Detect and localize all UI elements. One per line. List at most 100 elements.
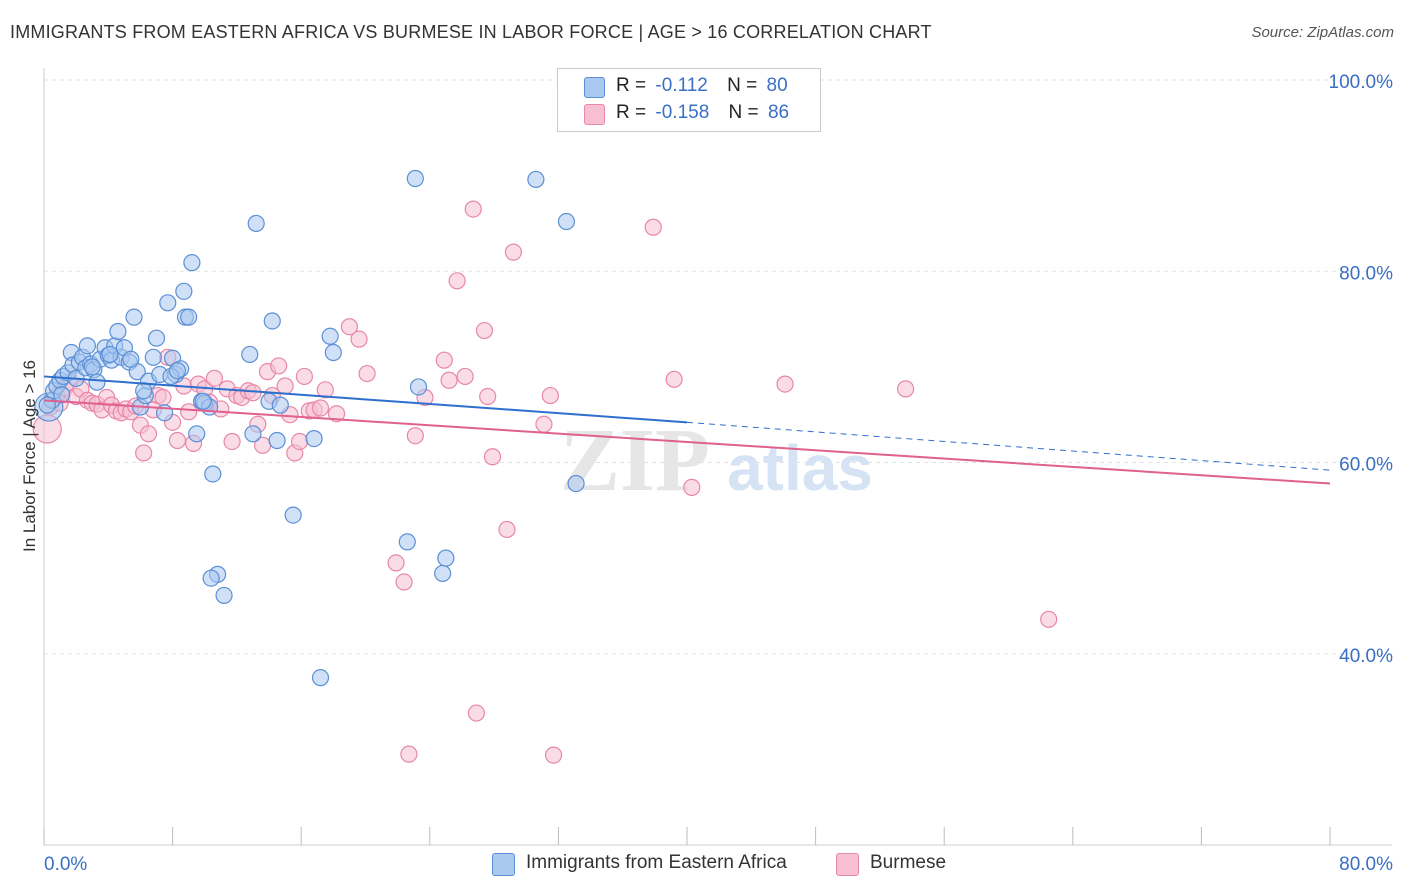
- burmese-point: [316, 381, 334, 399]
- eastern-africa-point: [311, 669, 330, 687]
- burmese-point: [350, 330, 368, 348]
- eastern-africa-point: [268, 431, 286, 450]
- eastern-africa-point: [305, 429, 323, 448]
- trend-lines: [43, 375, 1331, 485]
- burmese-point: [340, 318, 359, 336]
- correlation-legend: R = -0.112 N = 80 R = -0.158 N = 86: [557, 68, 821, 132]
- y-axis-label: In Labor Force | Age > 16: [20, 359, 39, 553]
- chart-title: IMMIGRANTS FROM EASTERN AFRICA VS BURMES…: [10, 22, 932, 42]
- eastern-africa-point: [159, 294, 177, 312]
- burmese-point: [535, 415, 553, 433]
- eastern-africa-point: [88, 373, 106, 391]
- burmese-point: [776, 375, 794, 393]
- legend-n-value: 80: [766, 75, 788, 96]
- eastern-africa-point: [194, 392, 212, 410]
- eastern-africa-point: [244, 425, 262, 443]
- eastern-africa-point: [147, 329, 166, 347]
- burmese-point: [498, 520, 516, 539]
- eastern-africa-point: [175, 282, 193, 300]
- legend-n-value: 86: [767, 102, 790, 123]
- burmese-point: [180, 403, 198, 421]
- pink-swatch: [836, 853, 859, 876]
- grid-lines: [44, 79, 1392, 655]
- burmese-point: [897, 380, 915, 398]
- burmese-point: [435, 351, 453, 369]
- eastern-africa-point: [284, 506, 302, 524]
- legend-r-value: -0.158: [655, 102, 710, 123]
- burmese-point: [395, 573, 413, 591]
- eastern-africa-point: [263, 312, 281, 330]
- eastern-africa-trend-line: [43, 375, 688, 424]
- burmese-point: [154, 388, 172, 407]
- eastern-africa-point: [38, 396, 56, 414]
- burmese-point: [406, 427, 424, 445]
- burmese-point: [327, 405, 346, 423]
- eastern-africa-point: [406, 169, 424, 188]
- burmese-point: [544, 746, 563, 764]
- eastern-africa-point: [204, 465, 222, 483]
- burmese-point: [464, 200, 482, 218]
- x-tick-label: 80.0%: [1339, 854, 1393, 875]
- eastern-africa-point: [241, 345, 259, 364]
- blue-swatch: [492, 853, 515, 876]
- legend-r-label: R =: [616, 102, 647, 123]
- eastern-africa-points: [34, 169, 585, 687]
- burmese-point: [1040, 610, 1058, 628]
- burmese-point: [440, 371, 458, 389]
- eastern-africa-point: [122, 350, 140, 368]
- eastern-africa-point: [398, 533, 416, 551]
- blue-swatch: [584, 77, 605, 98]
- eastern-africa-point: [135, 382, 153, 400]
- burmese-trend-line: [43, 399, 1331, 485]
- y-tick-label: 60.0%: [1339, 455, 1393, 476]
- eastern-africa-point: [125, 308, 143, 326]
- axes: [43, 68, 1392, 846]
- eastern-africa-point: [557, 212, 576, 231]
- burmese-point: [223, 432, 241, 451]
- burmese-point: [168, 431, 187, 450]
- eastern-africa-point: [101, 345, 119, 364]
- burmese-point: [387, 554, 405, 572]
- burmese-point: [135, 444, 153, 462]
- burmese-point: [475, 321, 494, 340]
- eastern-africa-point: [78, 337, 97, 355]
- burmese-point: [290, 432, 309, 451]
- eastern-africa-point: [247, 214, 265, 233]
- bottom-legend-label: Burmese: [870, 852, 947, 873]
- eastern-africa-point: [53, 386, 71, 404]
- eastern-africa-point: [83, 358, 101, 376]
- watermark: ZIP atlas: [560, 411, 873, 510]
- burmese-point: [270, 357, 288, 375]
- burmese-point: [479, 387, 497, 406]
- eastern-africa-point: [215, 586, 233, 605]
- burmese-point: [456, 367, 474, 386]
- eastern-africa-point: [527, 170, 545, 189]
- burmese-point: [448, 272, 466, 290]
- eastern-africa-point: [321, 327, 339, 345]
- watermark-zip: ZIP: [560, 411, 710, 510]
- burmese-point: [467, 704, 486, 722]
- legend-n-label: N =: [728, 102, 759, 123]
- eastern-africa-point: [437, 549, 455, 567]
- burmese-point: [295, 367, 314, 386]
- burmese-points: [32, 200, 1058, 764]
- burmese-point: [665, 370, 683, 388]
- eastern-africa-trend-extension: [686, 421, 1331, 471]
- burmese-point: [358, 364, 376, 383]
- burmese-point: [644, 218, 662, 236]
- burmese-point: [276, 377, 294, 395]
- watermark-atlas: atlas: [727, 432, 873, 504]
- x-tick-label: 0.0%: [44, 854, 87, 875]
- burmese-point: [541, 386, 559, 405]
- eastern-africa-point: [144, 348, 162, 366]
- y-tick-label: 80.0%: [1339, 263, 1393, 284]
- eastern-africa-point: [202, 569, 220, 587]
- eastern-africa-point: [168, 362, 187, 380]
- burmese-point: [504, 243, 522, 261]
- eastern-africa-point: [183, 254, 201, 272]
- legend-r-label: R =: [616, 75, 647, 96]
- burmese-point: [400, 745, 418, 763]
- eastern-africa-point: [109, 322, 127, 341]
- eastern-africa-point: [567, 474, 585, 493]
